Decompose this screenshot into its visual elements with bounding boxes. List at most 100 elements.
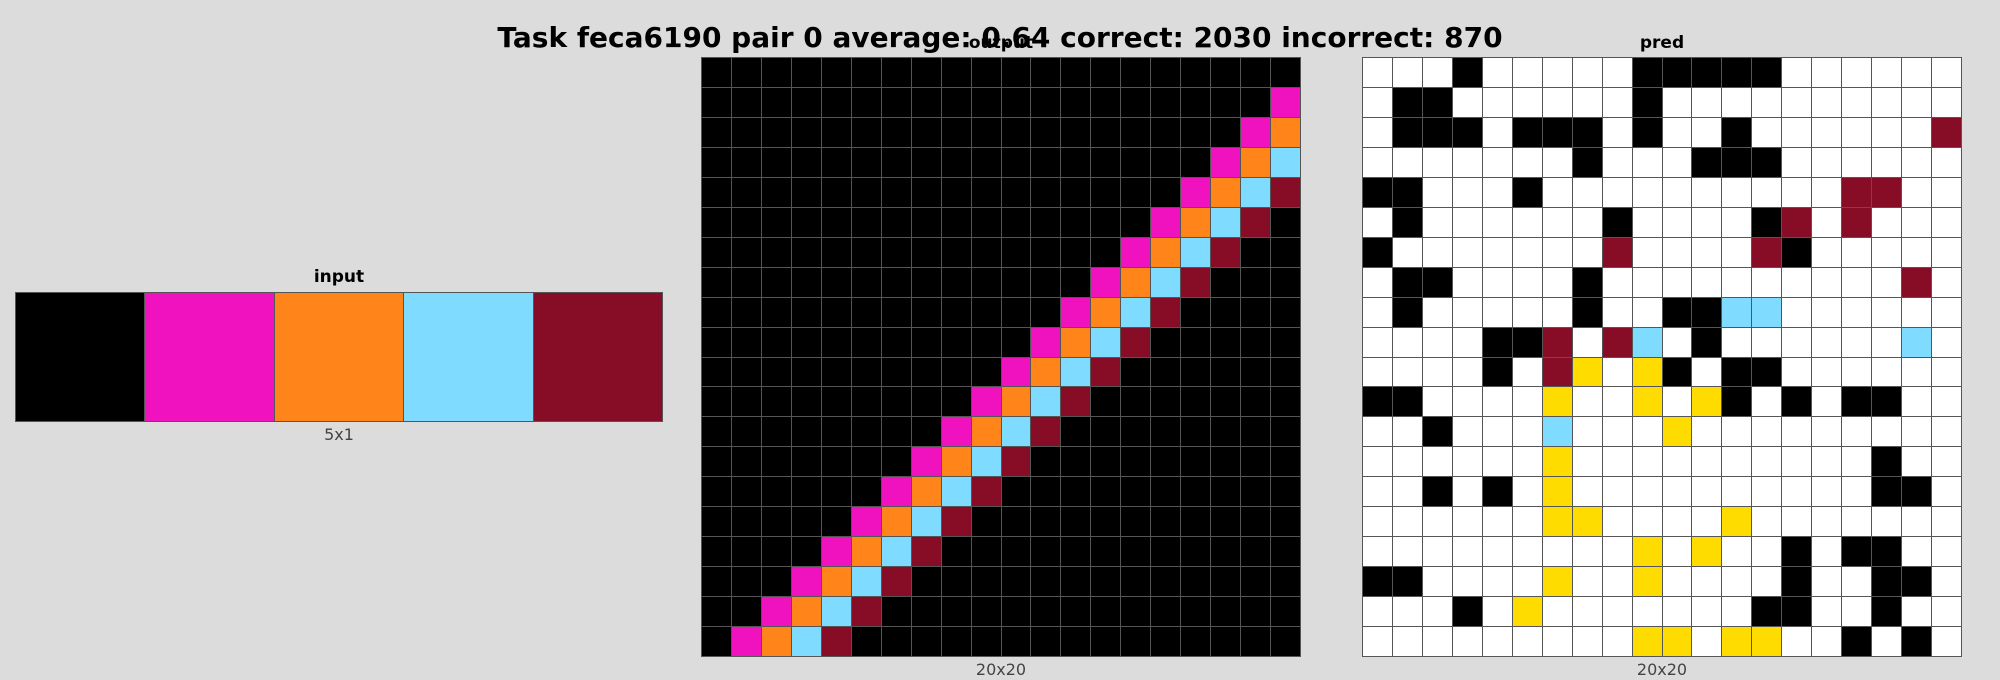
- pred-grid-cell: [1422, 87, 1452, 117]
- output-grid-cell: [1001, 357, 1031, 387]
- pred-grid-cell: [1602, 477, 1632, 507]
- pred-grid-cell: [1902, 357, 1932, 387]
- output-grid-cell: [911, 357, 941, 387]
- pred-grid-cell: [1512, 267, 1542, 297]
- pred-grid-cell: [1752, 177, 1782, 207]
- output-grid-cell: [1091, 87, 1121, 117]
- output-grid-cell: [851, 417, 881, 447]
- pred-grid-cell: [1812, 477, 1842, 507]
- output-grid-cell: [1211, 327, 1241, 357]
- pred-grid-cell: [1662, 507, 1692, 537]
- pred-grid-cell: [1662, 58, 1692, 87]
- pred-grid-cell: [1722, 537, 1752, 567]
- output-grid-cell: [1181, 237, 1211, 267]
- pred-grid-cell: [1692, 58, 1722, 87]
- pred-grid-cell: [1392, 327, 1422, 357]
- pred-grid-cell: [1452, 447, 1482, 477]
- pred-grid-cell: [1692, 207, 1722, 237]
- output-grid-cell: [1091, 237, 1121, 267]
- pred-grid-cell: [1512, 447, 1542, 477]
- pred-grid-cell: [1842, 627, 1872, 656]
- output-grid-cell: [702, 627, 731, 656]
- pred-grid-cell: [1363, 87, 1392, 117]
- pred-grid-cell: [1872, 147, 1902, 177]
- pred-grid-cell: [1422, 237, 1452, 267]
- pred-grid-cell: [1692, 507, 1722, 537]
- output-grid-cell: [1031, 117, 1061, 147]
- pred-grid-cell: [1902, 327, 1932, 357]
- output-grid-cell: [1001, 327, 1031, 357]
- input-grid-cell: [16, 293, 145, 421]
- output-grid-cell: [731, 567, 761, 597]
- pred-grid-cell: [1902, 507, 1932, 537]
- output-grid-cell: [941, 237, 971, 267]
- output-grid-cell: [761, 147, 791, 177]
- output-grid-cell: [821, 267, 851, 297]
- pred-grid-cell: [1902, 597, 1932, 627]
- output-grid-cell: [851, 387, 881, 417]
- output-grid-cell: [731, 447, 761, 477]
- pred-grid-cell: [1842, 177, 1872, 207]
- pred-grid-cell: [1752, 207, 1782, 237]
- output-grid-cell: [791, 117, 821, 147]
- output-grid-cell: [761, 417, 791, 447]
- output-grid-cell: [761, 207, 791, 237]
- output-grid-cell: [761, 267, 791, 297]
- pred-grid-cell: [1842, 597, 1872, 627]
- pred-grid-cell: [1902, 417, 1932, 447]
- output-grid-cell: [881, 117, 911, 147]
- output-grid-cell: [731, 327, 761, 357]
- output-grid-cell: [1241, 387, 1271, 417]
- pred-grid-cell: [1363, 627, 1392, 656]
- output-grid-cell: [971, 87, 1001, 117]
- output-grid-cell: [971, 58, 1001, 87]
- pred-grid-cell: [1482, 357, 1512, 387]
- pred-grid-cell: [1452, 597, 1482, 627]
- output-grid-cell: [1121, 177, 1151, 207]
- output-grid-cell: [1151, 357, 1181, 387]
- input-panel-label: input: [313, 267, 365, 287]
- output-grid-cell: [1181, 477, 1211, 507]
- pred-grid-cell: [1872, 447, 1902, 477]
- pred-grid-cell: [1692, 327, 1722, 357]
- output-grid-cell: [1151, 207, 1181, 237]
- output-grid-cell: [941, 597, 971, 627]
- pred-grid-cell: [1482, 297, 1512, 327]
- output-grid-cell: [1241, 267, 1271, 297]
- output-grid-cell: [1241, 477, 1271, 507]
- pred-grid-cell: [1363, 417, 1392, 447]
- pred-grid-cell: [1422, 507, 1452, 537]
- output-grid-cell: [731, 627, 761, 656]
- pred-grid-cell: [1932, 387, 1961, 417]
- output-grid-cell: [1121, 237, 1151, 267]
- pred-grid: [1362, 57, 1962, 657]
- pred-grid-cell: [1602, 357, 1632, 387]
- output-grid-cell: [971, 177, 1001, 207]
- output-grid-cell: [911, 627, 941, 656]
- pred-grid-cell: [1572, 417, 1602, 447]
- pred-grid-cell: [1932, 627, 1961, 656]
- output-grid-cell: [761, 297, 791, 327]
- pred-grid-cell: [1363, 147, 1392, 177]
- pred-grid-cell: [1692, 387, 1722, 417]
- output-grid-cell: [881, 507, 911, 537]
- pred-grid-cell: [1692, 417, 1722, 447]
- pred-grid-cell: [1692, 477, 1722, 507]
- output-grid-cell: [1271, 177, 1300, 207]
- pred-grid-cell: [1452, 507, 1482, 537]
- output-grid-cell: [761, 117, 791, 147]
- pred-grid-cell: [1782, 297, 1812, 327]
- pred-grid-cell: [1842, 537, 1872, 567]
- pred-grid-cell: [1542, 58, 1572, 87]
- output-grid-cell: [702, 177, 731, 207]
- output-grid-cell: [702, 87, 731, 117]
- pred-grid-cell: [1572, 537, 1602, 567]
- output-grid-cell: [881, 537, 911, 567]
- pred-grid-cell: [1482, 177, 1512, 207]
- pred-grid-cell: [1932, 477, 1961, 507]
- output-grid-cell: [1211, 567, 1241, 597]
- output-grid-cell: [702, 357, 731, 387]
- output-grid-cell: [881, 297, 911, 327]
- output-grid-cell: [1061, 417, 1091, 447]
- pred-grid-cell: [1872, 537, 1902, 567]
